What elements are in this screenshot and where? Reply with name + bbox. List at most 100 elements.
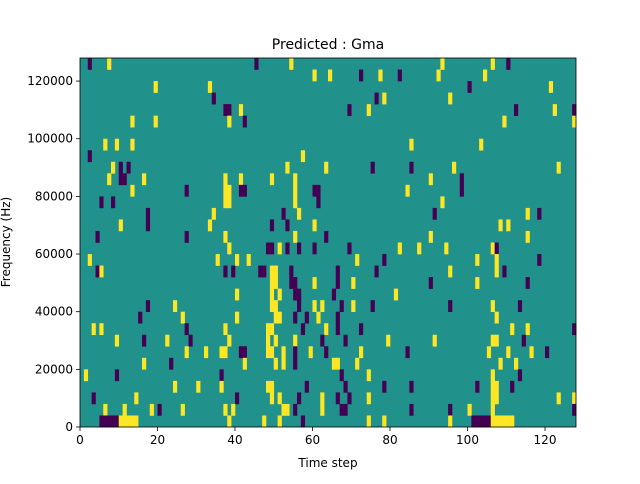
heatmap-cell (347, 104, 352, 116)
heatmap-cell (490, 415, 495, 428)
heatmap-cell (510, 415, 515, 428)
heatmap-cell (300, 415, 306, 428)
heatmap-cell (502, 265, 507, 278)
heatmap-cell (409, 138, 414, 151)
heatmap-cell (273, 334, 278, 347)
heatmap-cell (273, 311, 278, 324)
heatmap-cell (145, 219, 151, 232)
heatmap-cell (502, 115, 507, 128)
heatmap-cell (335, 277, 340, 289)
heatmap-cell (514, 357, 519, 370)
heatmap-cell (459, 184, 464, 197)
heatmap-cell (142, 357, 147, 370)
heatmap-cell (219, 369, 224, 382)
heatmap-cell (227, 415, 232, 428)
heatmap-cell (471, 415, 476, 428)
heatmap-cell (359, 323, 364, 336)
heatmap-cell (180, 311, 185, 324)
heatmap-cell (157, 403, 162, 416)
x-axis-label: Time step (297, 456, 357, 470)
y-tick-label: 0 (65, 420, 73, 434)
heatmap-cell (529, 346, 534, 359)
heatmap-cell (281, 207, 286, 220)
heatmap-cell (351, 277, 356, 289)
heatmap-cell (320, 403, 325, 416)
heatmap-cell (409, 403, 414, 416)
heatmap-cells (83, 58, 577, 428)
heatmap-cell (130, 138, 135, 151)
heatmap-cell (118, 161, 123, 174)
heatmap-cell (339, 369, 344, 382)
heatmap-cell (355, 254, 360, 266)
heatmap-cell (269, 323, 275, 336)
heatmap-cell (374, 265, 379, 278)
heatmap-cell (223, 196, 228, 209)
heatmap-cell (339, 300, 344, 312)
heatmap-cell (494, 254, 499, 266)
heatmap-cell (494, 265, 499, 278)
heatmap-cell (347, 392, 352, 405)
heatmap-cell (382, 380, 387, 393)
heatmap-cell (111, 196, 116, 209)
heatmap-cell (506, 58, 511, 70)
heatmap-cell (525, 230, 530, 243)
heatmap-cell (293, 346, 298, 359)
heatmap-cell (359, 346, 364, 359)
heatmap-cell (83, 369, 89, 382)
heatmap-cell (87, 254, 92, 266)
heatmap-cell (273, 357, 278, 370)
heatmap-cell (118, 173, 123, 186)
heatmap-cell (238, 346, 244, 359)
heatmap-cell (556, 161, 561, 174)
heatmap-cell (316, 196, 321, 209)
heatmap-cell (405, 184, 410, 197)
y-tick-label: 80000 (35, 189, 73, 203)
heatmap-cell (219, 380, 224, 393)
heatmap-cell (153, 115, 158, 128)
heatmap-cell (188, 334, 193, 347)
heatmap-cell (293, 334, 298, 347)
heatmap-cell (312, 184, 317, 197)
heatmap-cell (103, 138, 108, 151)
heatmap-cell (506, 415, 511, 428)
heatmap-cell (269, 242, 275, 255)
heatmap-cell (273, 265, 278, 278)
heatmap-cell (87, 58, 92, 70)
heatmap-cell (525, 323, 530, 336)
heatmap-cell (297, 300, 302, 312)
heatmap-cell (300, 150, 306, 163)
heatmap-cell (490, 380, 495, 393)
heatmap-cell (475, 254, 480, 266)
heatmap-cell (91, 392, 96, 405)
heatmap-cell (126, 161, 131, 174)
heatmap-cell (572, 392, 577, 405)
heatmap-cell (366, 415, 371, 428)
heatmap-cell (572, 104, 577, 116)
heatmap-cell (475, 380, 480, 393)
heatmap-cell (266, 323, 271, 336)
heatmap-cell (359, 69, 364, 82)
heatmap-cell (118, 219, 123, 232)
heatmap-cell (343, 380, 348, 393)
heatmap-cell (293, 184, 298, 197)
heatmap-cell (103, 415, 108, 428)
heatmap-cell (428, 277, 433, 289)
heatmap-cell (467, 81, 472, 93)
heatmap-cell (227, 196, 232, 209)
heatmap-cell (517, 300, 523, 312)
heatmap-cell (475, 277, 480, 289)
heatmap-cell (293, 277, 298, 289)
heatmap-cell (138, 311, 143, 324)
heatmap-cell (269, 392, 275, 405)
heatmap-cell (95, 230, 100, 243)
heatmap-cell (483, 415, 488, 428)
heatmap-cell (517, 369, 523, 382)
chart-title: Predicted : Gma (272, 37, 384, 53)
x-tick-label: 0 (76, 433, 84, 447)
x-tick-label: 100 (456, 433, 479, 447)
heatmap-cell (448, 415, 453, 428)
heatmap-cell (366, 104, 371, 116)
heatmap-cell (324, 346, 329, 359)
heatmap-cell (145, 207, 151, 220)
heatmap-cell (479, 138, 484, 151)
